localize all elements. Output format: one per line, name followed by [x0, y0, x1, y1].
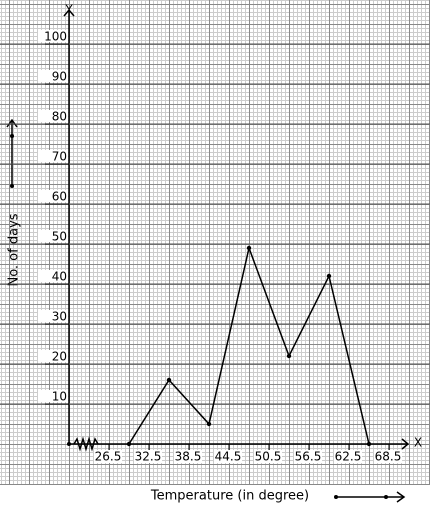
label-bg	[294, 450, 322, 463]
data-point	[286, 353, 292, 359]
data-point	[246, 245, 252, 251]
x-axis-label: Temperature (in degree)	[150, 489, 309, 504]
label-bg	[38, 30, 68, 42]
y-tick-label: 100	[44, 30, 67, 44]
data-point	[206, 421, 212, 427]
y-tick-label: 90	[52, 70, 67, 84]
y-tick-label: 30	[52, 310, 67, 324]
y-tick-label: 20	[52, 350, 67, 364]
label-bg	[94, 450, 122, 463]
data-point	[326, 273, 332, 279]
y-tick-label: 50	[52, 230, 67, 244]
label-bg	[38, 310, 68, 322]
label-bg	[134, 450, 162, 463]
data-point	[166, 377, 172, 383]
data-point	[366, 441, 372, 447]
label-bg	[254, 450, 282, 463]
x-tick-label: 26.5	[95, 450, 122, 464]
label-bg	[334, 450, 362, 463]
x-tick-label: 50.5	[255, 450, 282, 464]
label-bg	[38, 350, 68, 362]
x-tick-label: 32.5	[135, 450, 162, 464]
x-tick-label: 38.5	[175, 450, 202, 464]
y-tick-label: 60	[52, 190, 67, 204]
x-axis-name: X	[414, 436, 422, 450]
y-tick-label: 80	[52, 110, 67, 124]
y-tick-label: 40	[52, 270, 67, 284]
x-tick-label: 44.5	[215, 450, 242, 464]
label-bg	[214, 450, 242, 463]
decoration-dots	[10, 134, 388, 499]
label-bg	[38, 150, 68, 162]
x-tick-label: 62.5	[335, 450, 362, 464]
label-bg	[38, 70, 68, 82]
y-tick-label: 70	[52, 150, 67, 164]
label-bg	[374, 450, 402, 463]
data-point	[126, 441, 132, 447]
label-bg	[38, 110, 68, 122]
label-bg	[38, 190, 68, 202]
label-bg	[38, 230, 68, 242]
decoration	[6, 8, 410, 503]
label-bg	[174, 450, 202, 463]
data-line	[128, 245, 370, 445]
y-axis-label: No. of days	[7, 213, 22, 286]
x-tick-label: 56.5	[295, 450, 322, 464]
label-bg	[38, 390, 68, 402]
x-tick-label: 68.5	[375, 450, 402, 464]
label-bg	[38, 270, 68, 282]
y-tick-label: 10	[52, 390, 67, 404]
